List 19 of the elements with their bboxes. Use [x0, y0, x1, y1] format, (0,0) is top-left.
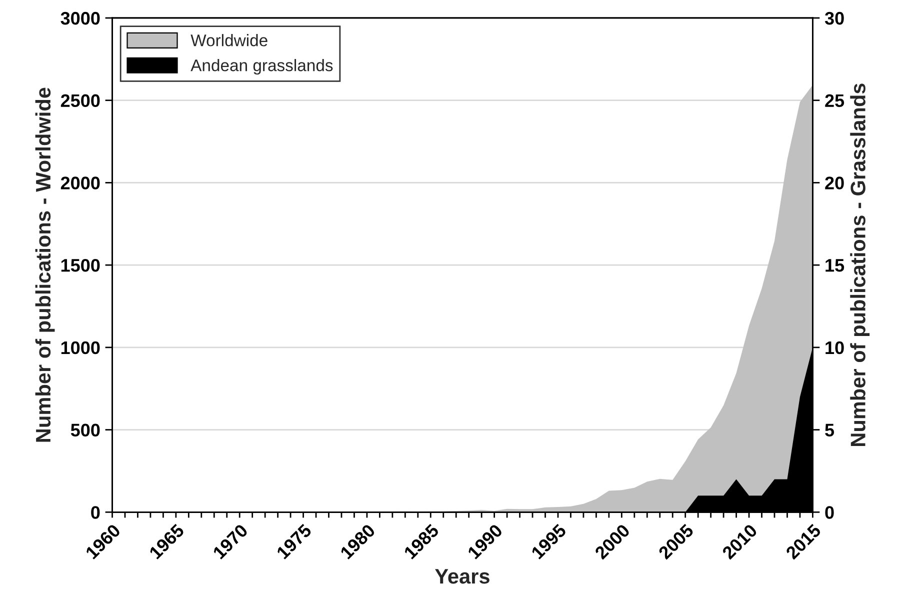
- y2-tick-label: 20: [825, 176, 844, 190]
- y2-tick-label: 0: [825, 506, 834, 519]
- y-tick-label: 500: [70, 424, 100, 437]
- x-axis-title: Years: [435, 569, 490, 584]
- y-tick-label: 2500: [60, 94, 100, 108]
- y-axis-title: Number of publications - Worldwide: [35, 88, 55, 442]
- y2-tick-label: 10: [826, 341, 844, 354]
- y2-tick-label: 30: [824, 12, 844, 25]
- y2-tick-label: 25: [825, 94, 844, 108]
- y2-tick-label: 5: [825, 424, 834, 437]
- legend-label: Andean grasslands: [190, 59, 333, 75]
- y-tick-label: 1000: [61, 341, 100, 354]
- legend-label: Worldwide: [190, 34, 268, 46]
- y-tick-label: 3000: [60, 12, 100, 25]
- y2-tick-label: 15: [826, 259, 844, 272]
- y-tick-label: 1500: [61, 258, 100, 272]
- y-tick-label: 2000: [60, 176, 100, 190]
- y2-axis-title: Number of publications - Grasslands: [850, 84, 870, 446]
- y-tick-label: 0: [91, 506, 100, 519]
